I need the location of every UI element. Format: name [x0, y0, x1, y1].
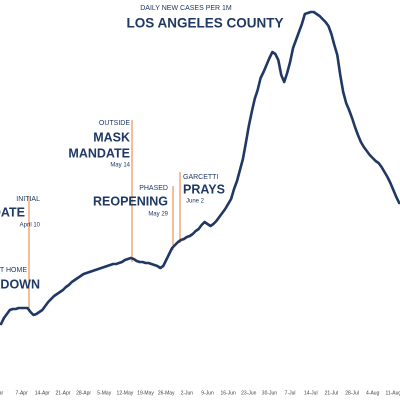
annotation-headline: REOPENING: [93, 194, 168, 208]
x-tick-label: 14-Jul: [304, 390, 318, 396]
annotation-headline: PRAYS: [183, 182, 225, 196]
annotation-headline: DATE: [0, 205, 25, 219]
x-tick-label: 28-Apr: [76, 390, 91, 396]
annotation-headline: MANDATE: [68, 146, 130, 160]
x-tick-label: 28-Jul: [345, 390, 359, 396]
x-tick-label: 14-Apr: [35, 390, 50, 396]
x-tick-label: 5-May: [97, 390, 111, 396]
annotation-label: OUTSIDE: [99, 120, 130, 127]
x-tick-label: 19-May: [137, 390, 154, 396]
data-line: [0, 10, 400, 326]
annotation-label: INITIAL: [16, 196, 40, 203]
annotation-date: June 2: [186, 199, 205, 205]
annotation-label: GARCETTI: [183, 174, 218, 181]
x-tick-label: 4-Aug: [366, 390, 380, 396]
x-tick-label: 7-Apr: [16, 390, 29, 396]
annotation-label: PHASED: [139, 185, 168, 192]
chart-subtitle: DAILY NEW CASES PER 1M: [140, 5, 232, 12]
chart-title: LOS ANGELES COUNTY: [126, 16, 283, 31]
x-tick-label: 16-Jun: [221, 390, 237, 396]
x-tick-label: 7-Jul: [285, 390, 296, 396]
annotation-label: T HOME: [0, 267, 27, 274]
x-tick-label: 30-Jun: [262, 390, 278, 396]
x-tick-label: 12-May: [117, 390, 134, 396]
annotation-date: May 29: [148, 212, 168, 218]
x-tick-label: 21-Jul: [325, 390, 339, 396]
x-tick-label: 2-Jun: [181, 390, 194, 396]
x-tick-label: 9-Jun: [201, 390, 214, 396]
annotation-headline: KDOWN: [0, 277, 40, 291]
x-tick-label: 21-Apr: [55, 390, 70, 396]
x-tick-label: 26-May: [158, 390, 175, 396]
x-tick-label: 11-Aug: [385, 390, 400, 396]
annotation-date: April 10: [20, 223, 41, 229]
x-tick-label: ar: [0, 390, 4, 396]
x-tick-label: 23-Jun: [241, 390, 257, 396]
annotation-date: May 14: [110, 163, 130, 169]
annotation-headline: MASK: [93, 130, 130, 144]
